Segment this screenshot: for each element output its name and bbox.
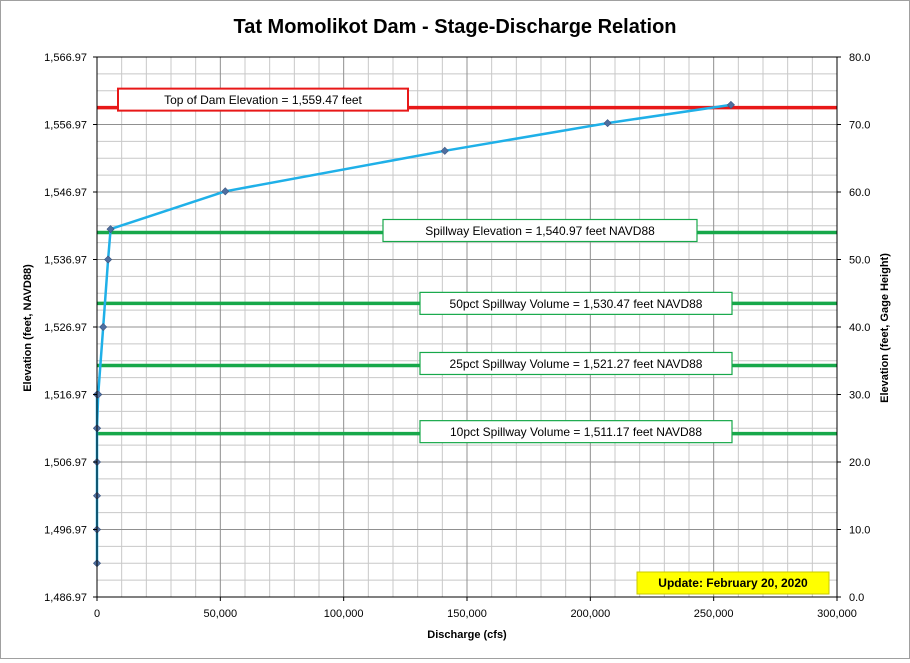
spillway-10pct-label: 10pct Spillway Volume = 1,511.17 feet NA…: [419, 420, 733, 444]
y-tick-label: 1,516.97: [44, 390, 87, 402]
y2-tick-label: 50.0: [849, 255, 870, 267]
grid: [96, 56, 838, 598]
spillway-elevation-label: Spillway Elevation = 1,540.97 feet NAVD8…: [382, 218, 698, 243]
update-note: Update: February 20, 2020: [636, 571, 830, 595]
top-of-dam-label-text: Top of Dam Elevation = 1,559.47 feet: [164, 93, 362, 107]
spillway-elevation-label-box: [382, 218, 698, 243]
spillway-10pct-label-text: 10pct Spillway Volume = 1,511.17 feet NA…: [450, 425, 702, 439]
data-point: [99, 322, 108, 332]
y-tick-label: 1,526.97: [44, 322, 87, 334]
x-tick-label: 200,000: [570, 608, 610, 620]
y-tick-label: 1,556.97: [44, 120, 87, 132]
data-point: [603, 119, 612, 128]
y-tick-label: 1,566.97: [44, 52, 87, 64]
y-axis-title: Elevation (feet, NAVD88): [22, 264, 34, 392]
y2-tick-label: 10.0: [849, 525, 870, 537]
x-axis-title: Discharge (cfs): [427, 629, 507, 641]
y2-tick-label: 20.0: [849, 457, 870, 469]
y2-tick-label: 80.0: [849, 52, 870, 64]
data-point: [104, 255, 113, 264]
y2-tick-label: 0.0: [849, 592, 864, 604]
data-point: [94, 390, 103, 399]
chart-title: Tat Momolikot Dam - Stage-Discharge Rela…: [233, 16, 676, 38]
data-point: [221, 187, 230, 196]
y2-tick-label: 60.0: [849, 187, 870, 199]
spillway-50pct-label: 50pct Spillway Volume = 1,530.47 feet NA…: [419, 291, 733, 315]
update-note-box: [636, 571, 830, 595]
spillway-50pct-label-text: 50pct Spillway Volume = 1,530.47 feet NA…: [450, 297, 703, 311]
spillway-50pct-label-box: [419, 291, 733, 315]
x-tick-label: 150,000: [447, 608, 487, 620]
data-point: [440, 146, 449, 155]
data-point: [726, 100, 735, 109]
data-point: [106, 225, 115, 234]
x-tick-label: 300,000: [817, 608, 857, 620]
y-tick-label: 1,486.97: [44, 592, 87, 604]
y-tick-label: 1,506.97: [44, 457, 87, 469]
x-tick-label: 0: [94, 608, 100, 620]
y2-tick-label: 30.0: [849, 390, 870, 402]
y-tick-label: 1,536.97: [44, 255, 87, 267]
y2-tick-label: 40.0: [849, 322, 870, 334]
annotations: Top of Dam Elevation = 1,559.47 feet Spil…: [117, 87, 830, 595]
x-tick-label: 50,000: [204, 608, 238, 620]
x-tick-label: 100,000: [324, 608, 364, 620]
y2-axis-title: Elevation (feet, Gage Height): [879, 253, 891, 403]
axes: 0 50,000 100,000 150,000 200,000 250,000 300,0…: [44, 52, 870, 620]
top-of-dam-label: Top of Dam Elevation = 1,559.47 feet: [117, 87, 409, 112]
x-tick-label: 250,000: [694, 608, 734, 620]
spillway-10pct-label-box: [419, 420, 733, 444]
spillway-25pct-label-text: 25pct Spillway Volume = 1,521.27 feet NA…: [450, 357, 703, 371]
top-of-dam-label-box: [117, 87, 409, 112]
y2-tick-label: 70.0: [849, 120, 870, 132]
y-tick-label: 1,546.97: [44, 187, 87, 199]
update-note-text: Update: February 20, 2020: [658, 576, 808, 590]
spillway-25pct-label: 25pct Spillway Volume = 1,521.27 feet NA…: [419, 351, 733, 376]
y-tick-label: 1,496.97: [44, 525, 87, 537]
spillway-elevation-label-text: Spillway Elevation = 1,540.97 feet NAVD8…: [425, 224, 655, 238]
spillway-25pct-label-box: [419, 351, 733, 376]
